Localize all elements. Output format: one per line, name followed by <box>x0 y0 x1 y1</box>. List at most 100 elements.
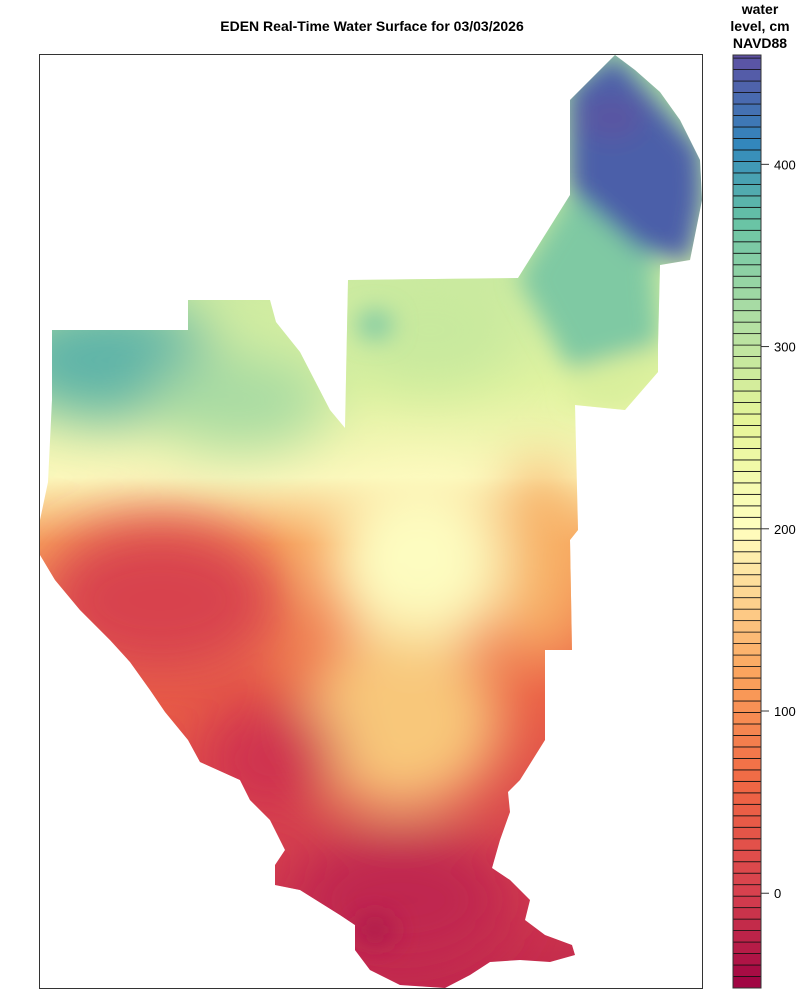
legend-title-line: level, cm <box>730 18 790 34</box>
colorbar-band <box>732 723 762 736</box>
colorbar-band <box>732 264 762 277</box>
south-central-pale <box>300 630 500 810</box>
colorbar-band <box>732 562 762 576</box>
south-low <box>290 830 510 970</box>
colorbar-band <box>732 849 762 863</box>
colorbar-band <box>732 206 762 220</box>
legend-title-line: NAVD88 <box>732 35 788 51</box>
colorbar-tick-label: 300 <box>774 340 796 355</box>
colorbar-band <box>732 746 762 759</box>
colorbar-band <box>732 780 762 794</box>
colorbar-band <box>732 149 762 162</box>
colorbar-band <box>732 792 762 805</box>
northeast-mid <box>518 195 660 380</box>
colorbar-band <box>732 92 762 105</box>
colorbar-band <box>732 275 762 289</box>
colorbar-band <box>732 700 762 713</box>
map-frame <box>39 54 703 989</box>
colorbar-band <box>732 218 762 231</box>
colorbar-band <box>732 126 762 139</box>
colorbar-band <box>732 298 762 312</box>
colorbar-band <box>732 448 762 461</box>
colorbar-band <box>732 769 762 782</box>
colorbar-band <box>732 252 762 266</box>
colorbar-frame <box>732 54 762 989</box>
colorbar-band <box>732 80 762 93</box>
colorbar-band <box>732 310 762 323</box>
colorbar-band <box>732 608 762 622</box>
colorbar-band <box>732 138 762 151</box>
colorbar-band <box>732 757 762 771</box>
colorbar-band <box>732 861 762 874</box>
colorbar-tick-label: 0 <box>774 886 781 901</box>
legend-title: water level, cm NAVD88 <box>718 1 800 52</box>
legend-title-line: water <box>741 1 779 17</box>
east-edge <box>500 460 580 660</box>
colorbar-band <box>732 436 762 449</box>
colorbar-band <box>732 551 762 564</box>
colorbar-band <box>732 964 762 977</box>
colorbar-band <box>732 953 762 966</box>
colorbar-band <box>732 815 762 828</box>
colorbar-band <box>732 654 762 667</box>
colorbar-tick-label: 200 <box>774 522 796 537</box>
water-surface <box>40 55 702 988</box>
colorbar-band <box>732 321 762 335</box>
colorbar-band <box>732 344 762 357</box>
colorbar-band <box>732 677 762 690</box>
colorbar-band <box>732 930 762 943</box>
colorbar-band <box>732 195 762 208</box>
colorbar-band <box>732 459 762 472</box>
colorbar-band <box>732 356 762 369</box>
colorbar-band <box>732 918 762 931</box>
southwest-low <box>40 520 280 680</box>
colorbar-band <box>732 516 762 530</box>
colorbar-band <box>732 505 762 518</box>
colorbar-band <box>732 333 762 346</box>
northwest-mid <box>150 350 330 450</box>
colorbar-band <box>732 976 762 989</box>
colorbar-band <box>732 161 762 174</box>
colorbar-band <box>732 689 762 702</box>
colorbar-band <box>732 712 762 725</box>
south-spot <box>355 914 395 946</box>
colorbar-band <box>732 115 762 128</box>
northeast-peak <box>580 96 644 140</box>
colorbar-band <box>732 367 762 380</box>
colorbar-tick-label: 100 <box>774 704 796 719</box>
colorbar-band <box>732 390 762 403</box>
colorbar-band <box>732 482 762 495</box>
colorbar-band <box>732 103 762 116</box>
colorbar-band <box>732 528 762 541</box>
northeast-south <box>570 345 660 410</box>
colorbar-tick-label: 400 <box>774 157 796 172</box>
colorbar: 0 100 200 300 400 <box>732 54 796 989</box>
colorbar-band <box>732 585 762 599</box>
colorbar-band <box>732 884 762 897</box>
colorbar-band <box>732 643 762 656</box>
colorbar-band <box>732 666 762 679</box>
colorbar-band <box>732 574 762 587</box>
colorbar-band <box>732 493 762 507</box>
colorbar-band <box>732 229 762 243</box>
colorbar-band <box>732 735 762 748</box>
colorbar-band <box>732 172 762 185</box>
colorbar-band <box>732 826 762 840</box>
colorbar-band <box>732 597 762 610</box>
colorbar-band <box>732 539 762 553</box>
colorbar-band <box>732 287 762 300</box>
colorbar-band <box>732 69 762 82</box>
colorbar-band <box>732 183 762 197</box>
colorbar-band <box>732 803 762 817</box>
southwest-coast <box>200 700 340 820</box>
colorbar-band <box>732 872 762 886</box>
north-central <box>340 270 520 390</box>
colorbar-band <box>732 895 762 909</box>
colorbar-band <box>732 838 762 851</box>
colorbar-band <box>732 941 762 954</box>
colorbar-band <box>732 907 762 920</box>
colorbar-band <box>732 402 762 415</box>
colorbar-band <box>732 470 762 484</box>
colorbar-band <box>732 620 762 633</box>
